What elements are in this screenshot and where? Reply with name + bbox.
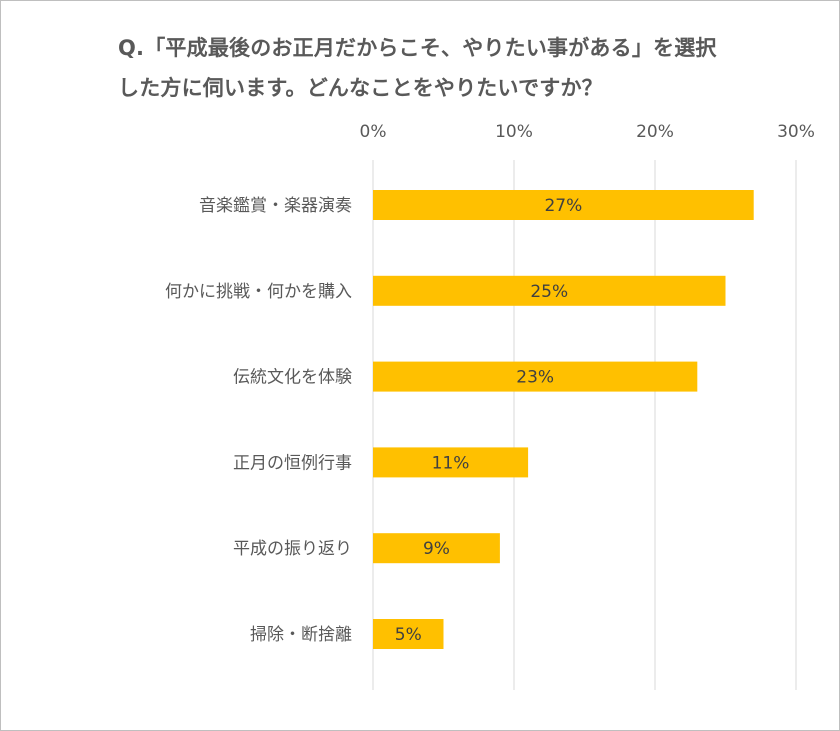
data-labels: 27% 25% 23% 11% 9% 5% <box>395 196 582 645</box>
data-label: 25% <box>530 282 568 302</box>
bar <box>373 275 726 306</box>
bars <box>373 190 754 649</box>
bar <box>373 447 529 478</box>
bar <box>373 533 500 564</box>
category-label: 掃除・断捨離 <box>250 625 352 645</box>
category-label: 伝統文化を体験 <box>233 368 352 388</box>
data-label: 11% <box>432 453 470 473</box>
data-label: 9% <box>423 539 450 559</box>
bar <box>373 619 444 649</box>
category-label: 音楽鑑賞・楽器演奏 <box>199 196 352 216</box>
chart-title: Q.「平成最後のお正月だからこそ、やりたい事がある」を選択 した方に伺います。ど… <box>118 28 818 108</box>
gridlines <box>372 160 797 690</box>
chart-title-line-1: Q.「平成最後のお正月だからこそ、やりたい事がある」を選択 <box>118 36 717 60</box>
bar <box>373 361 698 392</box>
category-labels: 音楽鑑賞・楽器演奏何かに挑戦・何かを購入伝統文化を体験正月の恒例行事平成の振り返… <box>165 196 352 645</box>
data-label: 23% <box>516 368 554 388</box>
x-axis-ticks: 0% 10% 20% 30% <box>360 122 815 142</box>
chart-title-line-2: した方に伺います。どんなことをやりたいですか？ <box>118 76 603 100</box>
category-label: 平成の振り返り <box>233 539 352 559</box>
data-label: 5% <box>395 625 422 645</box>
x-tick-label: 10% <box>495 122 533 142</box>
x-tick-label: 0% <box>360 122 387 142</box>
category-label: 正月の恒例行事 <box>233 453 352 473</box>
x-tick-label: 20% <box>636 122 674 142</box>
bar <box>373 190 754 220</box>
category-label: 何かに挑戦・何かを購入 <box>165 282 352 302</box>
data-label: 27% <box>544 196 582 216</box>
x-tick-label: 30% <box>777 122 815 142</box>
